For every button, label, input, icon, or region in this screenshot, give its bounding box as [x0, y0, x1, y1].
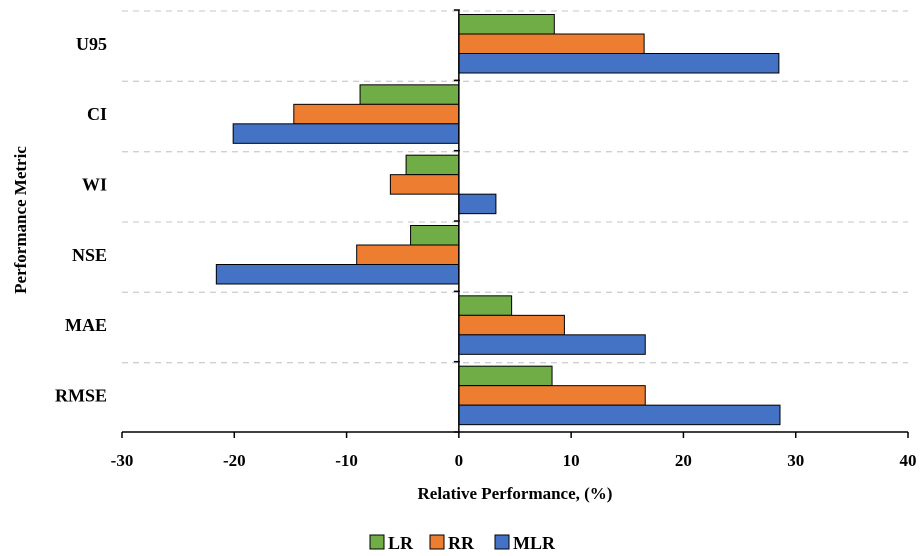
legend-label-lr: LR [388, 533, 414, 553]
x-tick-label: 30 [787, 451, 804, 470]
category-label: U95 [76, 34, 107, 54]
legend-swatch-lr [369, 534, 385, 550]
category-label: CI [87, 104, 107, 124]
x-tick-label: -30 [111, 451, 134, 470]
legend-label-rr: RR [448, 533, 475, 553]
bar-lr-wi [405, 154, 460, 176]
bar-mlr-nse [215, 264, 460, 285]
grid-lines [122, 10, 908, 364]
bar-lr-rmse [458, 365, 553, 387]
category-label: RMSE [55, 385, 107, 405]
bar-rr-wi [389, 174, 460, 195]
bar-mlr-u95 [458, 53, 780, 74]
bar-lr-nse [410, 225, 460, 246]
x-tick-label: -10 [335, 451, 358, 470]
bar-rr-nse [356, 244, 460, 265]
legend-label-mlr: MLR [513, 533, 556, 553]
bar-mlr-mae [458, 334, 646, 355]
bar-lr-u95 [458, 14, 555, 35]
x-tick-label: -20 [223, 451, 246, 470]
bar-rr-mae [458, 314, 565, 336]
bar-mlr-wi [458, 193, 497, 215]
bar-rr-u95 [458, 33, 645, 54]
legend-swatch-mlr [494, 534, 510, 550]
legend: LR RR MLR [369, 533, 556, 553]
x-tick-label: 0 [455, 451, 464, 470]
bar-mlr-ci [232, 123, 460, 144]
bars [215, 14, 781, 426]
labels: U95 CI WI NSE MAE RMSE -30 -20 -10 0 10 20 30 40 [55, 34, 917, 470]
category-label: WI [82, 174, 107, 194]
x-axis-title: Relative Performance, (%) [418, 484, 613, 503]
axes [121, 9, 909, 438]
category-label: MAE [65, 315, 107, 335]
legend-swatch-rr [429, 534, 445, 550]
y-axis-title: Performance Metric [11, 146, 30, 294]
x-tick-label: 20 [675, 451, 692, 470]
bar-mlr-rmse [458, 404, 781, 426]
x-tick-label: 10 [563, 451, 580, 470]
category-label: NSE [72, 245, 107, 265]
bar-lr-ci [359, 84, 460, 105]
bar-rr-ci [293, 103, 460, 125]
bar-lr-mae [458, 295, 513, 316]
x-tick-label: 40 [900, 451, 917, 470]
bar-rr-rmse [458, 385, 646, 406]
